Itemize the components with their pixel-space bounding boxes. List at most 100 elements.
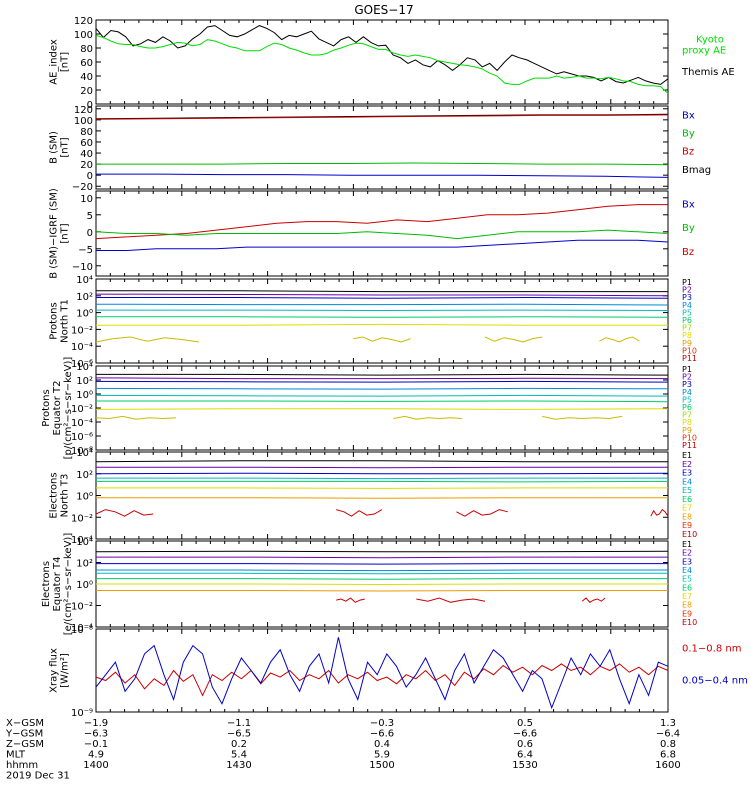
ephemeris-label: Z−GSM bbox=[6, 739, 44, 750]
y-tick-label: 10⁰ bbox=[76, 309, 93, 320]
legend-entry: E2 bbox=[682, 549, 692, 558]
y-tick-label: 10⁴ bbox=[76, 537, 93, 548]
panel-4: 10⁻⁶ 10⁻⁴ 10⁻² 10⁰ 10² 10⁴ Protons North T1 P1P2… bbox=[49, 275, 698, 370]
series-line-p5 bbox=[95, 394, 669, 397]
legend-entry: P3 bbox=[682, 293, 692, 302]
legend-entry: P4 bbox=[682, 388, 692, 397]
y-tick-label: 10⁴ bbox=[76, 275, 93, 286]
series-line-e1 bbox=[95, 550, 669, 553]
legend-entry: P9 bbox=[682, 339, 692, 348]
legend-entry: P2 bbox=[682, 373, 692, 382]
legend-entry: Bmag bbox=[682, 165, 711, 176]
y-tick-label: 5 bbox=[87, 211, 93, 222]
ephemeris-value: 0.2 bbox=[231, 739, 247, 750]
legend-entry: P5 bbox=[682, 308, 692, 317]
y-tick-label: 100 bbox=[74, 30, 93, 41]
series-line-00504nm bbox=[95, 637, 669, 710]
y-tick-label: −20 bbox=[72, 182, 93, 193]
legend-entry: E9 bbox=[682, 609, 692, 618]
ephemeris-value: −6.5 bbox=[227, 729, 251, 740]
legend-entry: E8 bbox=[682, 601, 692, 610]
y-tick-label: 0 bbox=[87, 100, 93, 111]
legend-entry: Kyoto bbox=[696, 35, 724, 46]
legend-entry: E9 bbox=[682, 521, 692, 530]
legend-entry: P6 bbox=[682, 403, 692, 412]
series-line-e3 bbox=[95, 472, 669, 475]
series-line-0108nm bbox=[95, 663, 669, 697]
ephemeris-value: 4.9 bbox=[88, 750, 104, 761]
y-tick-label: 10² bbox=[76, 292, 93, 303]
legend-entry: E8 bbox=[682, 512, 692, 521]
series-line-bz bbox=[95, 114, 669, 120]
y-tick-label: 10⁻⁶ bbox=[71, 359, 93, 370]
series-line-p7 bbox=[95, 408, 669, 410]
series-line-p8 bbox=[393, 415, 463, 420]
y-tick-label: 10⁻⁴ bbox=[71, 418, 93, 429]
ephemeris-value: −0.1 bbox=[84, 739, 108, 750]
legend-entry: E5 bbox=[682, 486, 692, 495]
y-tick-label: 10 bbox=[80, 194, 93, 205]
y-axis-label: North T1 bbox=[60, 299, 71, 343]
series-line-e7 bbox=[96, 583, 668, 586]
legend-entry: Themis AE bbox=[681, 67, 735, 78]
panel-5: 10⁻⁸ 10⁻⁶ 10⁻⁴ 10⁻² 10⁰ 10² 10⁴ Protons Equator … bbox=[41, 357, 697, 460]
series-line-p1 bbox=[96, 373, 669, 376]
legend-entry: P1 bbox=[682, 365, 692, 374]
y-axis-label: Protons bbox=[41, 389, 52, 426]
y-tick-label: 0 bbox=[87, 171, 93, 182]
series-line-p4 bbox=[95, 303, 669, 306]
series-line-by bbox=[95, 229, 669, 240]
y-tick-label: 0 bbox=[87, 228, 93, 239]
panel-7: 10⁻⁴ 10⁻² 10⁰ 10² 10⁴ Electrons Equator T4 [e/(… bbox=[41, 533, 697, 636]
y-axis-label: [e/(cm²−s−sr−keV)] bbox=[63, 533, 74, 636]
series-line-e8 bbox=[456, 509, 508, 517]
legend-entry: E4 bbox=[682, 477, 692, 486]
series-line-e8 bbox=[336, 509, 383, 517]
y-tick-label: 10⁻⁸ bbox=[71, 446, 93, 457]
series-line-e5 bbox=[96, 480, 669, 483]
y-tick-label: 10⁴ bbox=[76, 362, 93, 373]
y-tick-label: 10⁻² bbox=[71, 325, 93, 336]
legend-entry: E3 bbox=[682, 469, 692, 478]
y-tick-label: 10² bbox=[76, 559, 93, 570]
legend-entry: E1 bbox=[682, 540, 692, 549]
y-axis-label: B (SM)−IGRF (SM) bbox=[49, 188, 60, 279]
y-axis-label: [W/m²] bbox=[60, 653, 71, 688]
ephemeris-value: 1.3 bbox=[660, 718, 676, 729]
series-line-p6 bbox=[96, 400, 669, 403]
legend-entry: E7 bbox=[682, 592, 692, 601]
series-line-p2 bbox=[95, 293, 669, 297]
legend-entry: E1 bbox=[682, 451, 692, 460]
legend-entry: P7 bbox=[682, 411, 692, 420]
legend-entry: P3 bbox=[682, 380, 692, 389]
ephemeris-value: 5.4 bbox=[231, 750, 247, 761]
legend-entry: proxy AE bbox=[682, 46, 726, 57]
ephemeris-value: 0.8 bbox=[660, 739, 676, 750]
series-line-e7 bbox=[96, 497, 668, 499]
ephemeris-value: 0.5 bbox=[517, 718, 533, 729]
y-tick-label: 10² bbox=[76, 376, 93, 387]
legend-entry: P6 bbox=[682, 316, 692, 325]
ephemeris-value: −1.1 bbox=[227, 718, 251, 729]
ephemeris-value: 5.9 bbox=[374, 750, 390, 761]
series-line-p4 bbox=[95, 387, 669, 390]
series-line-e3 bbox=[96, 563, 668, 565]
legend-entry: P8 bbox=[682, 331, 692, 340]
series-line-e1 bbox=[95, 460, 668, 463]
series-line-bz bbox=[95, 204, 668, 240]
y-tick-label: 10⁻⁸ bbox=[71, 625, 93, 636]
legend-entry: E7 bbox=[682, 504, 692, 513]
legend-entry: P10 bbox=[682, 346, 697, 355]
series-line-e8 bbox=[650, 508, 669, 517]
legend-entry: P1 bbox=[682, 278, 692, 287]
legend-entry: P4 bbox=[682, 301, 692, 310]
series-line-e8 bbox=[95, 509, 154, 517]
y-tick-label: 40 bbox=[80, 149, 93, 160]
y-tick-label: −10 bbox=[72, 262, 93, 273]
y-tick-label: 10⁻⁴ bbox=[71, 623, 93, 634]
series-line-kyotoproxyae bbox=[95, 34, 669, 94]
y-tick-label: 10⁻² bbox=[71, 513, 93, 524]
legend-entry: E5 bbox=[682, 575, 692, 584]
series-line-themisae bbox=[95, 25, 669, 85]
